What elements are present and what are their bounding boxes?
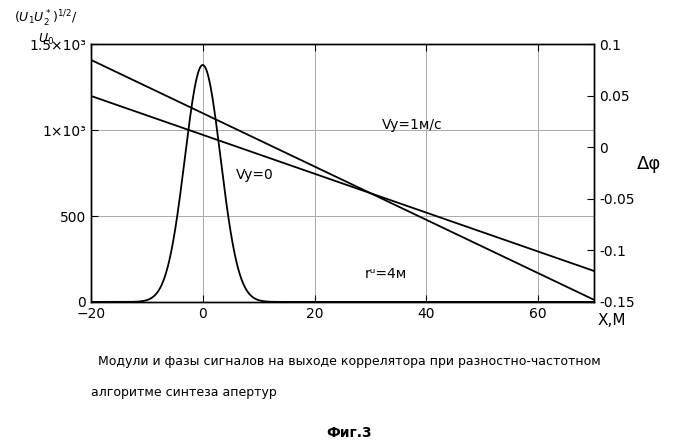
Text: Vy=0: Vy=0 (236, 168, 274, 182)
Text: rᵘ=4м: rᵘ=4м (365, 267, 407, 281)
Text: Vy=1м/с: Vy=1м/с (382, 118, 442, 132)
Text: $(U_1U_2^*)^{1/2}/$: $(U_1U_2^*)^{1/2}/$ (14, 9, 78, 29)
Text: алгоритме синтеза апертур: алгоритме синтеза апертур (91, 386, 277, 399)
Y-axis label: Δφ: Δφ (636, 155, 661, 173)
Text: X,М: X,М (598, 313, 626, 328)
Text: Модули и фазы сигналов на выходе коррелятора при разностно-частотном: Модули и фазы сигналов на выходе корреля… (98, 355, 601, 368)
Text: Фиг.3: Фиг.3 (326, 426, 373, 440)
Text: $U_0$: $U_0$ (38, 32, 55, 47)
